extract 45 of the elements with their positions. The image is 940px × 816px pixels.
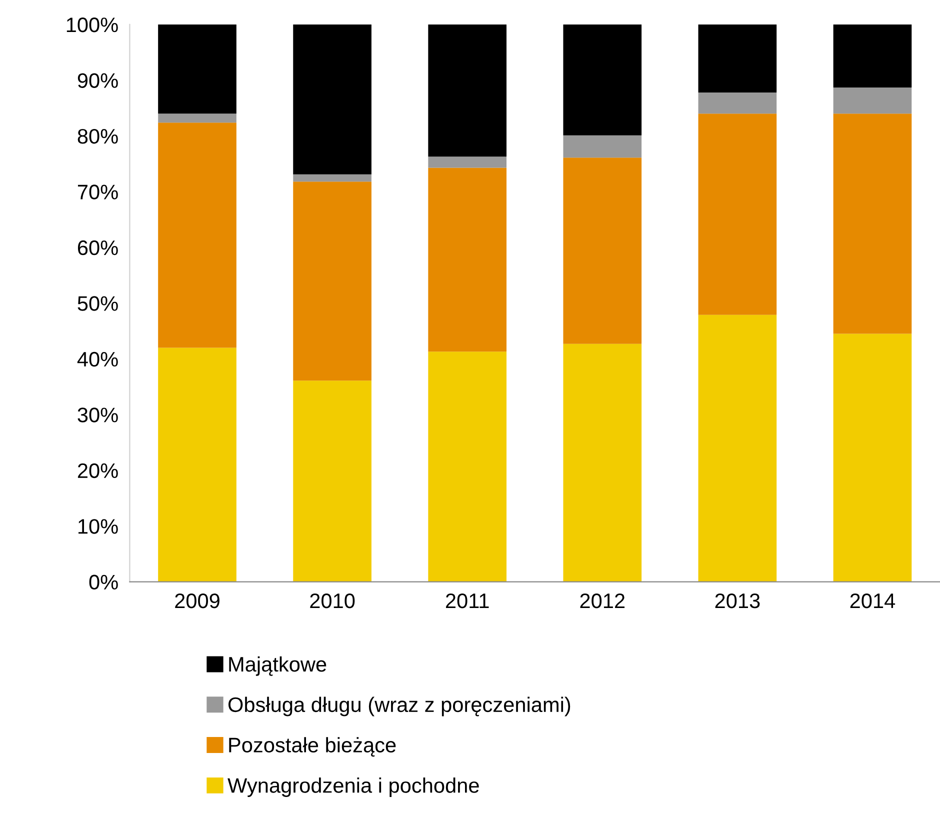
bar xyxy=(563,158,642,344)
y-tick-label: 30% xyxy=(78,408,118,422)
bar xyxy=(428,24,506,157)
x-tick-label: 2009 xyxy=(175,593,220,608)
x-tick-label: 2014 xyxy=(850,593,896,608)
legend-label: Pozostałe bieżące xyxy=(229,737,396,757)
y-tick-label: 0% xyxy=(89,574,118,590)
bar xyxy=(428,156,506,168)
bar xyxy=(833,87,912,114)
x-tick-label: 2012 xyxy=(580,593,625,608)
bar xyxy=(428,168,506,352)
legend-label: Obsługa długu (wraz z poręczeniami) xyxy=(228,696,570,716)
bar xyxy=(563,344,642,582)
bar xyxy=(833,114,912,334)
y-tick-label: 100% xyxy=(66,17,118,32)
bar xyxy=(698,24,777,92)
bar xyxy=(698,314,777,582)
bar xyxy=(158,348,236,582)
bar xyxy=(158,122,236,348)
bar xyxy=(293,174,372,182)
x-tick-label: 2010 xyxy=(310,593,355,608)
y-tick-label: 20% xyxy=(78,463,118,478)
bar xyxy=(158,114,236,123)
y-tick-label: 10% xyxy=(78,519,118,534)
y-tick-label: 70% xyxy=(78,184,118,200)
y-tick-label: 80% xyxy=(78,128,118,144)
bar xyxy=(428,352,506,582)
y-tick-label: 50% xyxy=(78,296,118,311)
x-tick-label: 2011 xyxy=(446,593,489,608)
y-tick-label: 40% xyxy=(77,352,118,367)
bar xyxy=(293,380,372,582)
bar xyxy=(293,24,372,174)
y-tick-label: 90% xyxy=(78,73,118,88)
x-tick-label: 2013 xyxy=(715,593,760,608)
bar xyxy=(833,334,912,582)
bar xyxy=(698,92,777,114)
y-tick-label: 60% xyxy=(78,240,118,256)
bar xyxy=(563,24,642,136)
legend-label: Wynagrodzenia i pochodne xyxy=(228,778,479,797)
bar xyxy=(158,24,236,114)
bar xyxy=(293,182,372,381)
legend-label: Majątkowe xyxy=(229,656,326,676)
bar xyxy=(698,114,777,315)
bar xyxy=(833,24,912,88)
bar xyxy=(563,135,642,158)
